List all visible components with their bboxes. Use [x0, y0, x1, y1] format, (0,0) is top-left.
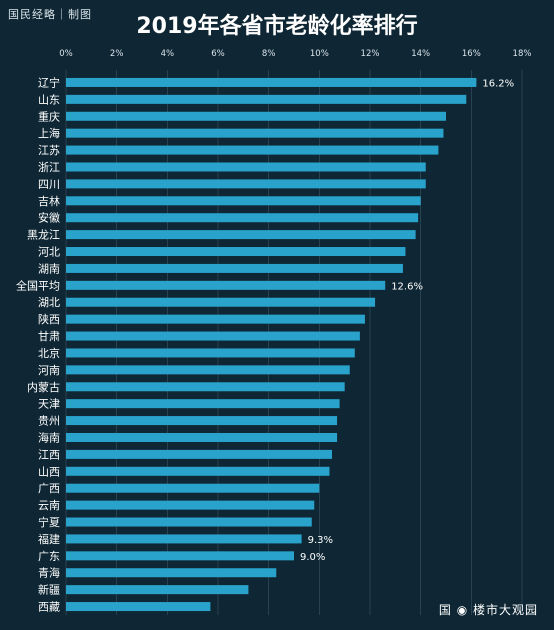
- bar: [66, 466, 330, 476]
- bar: [66, 280, 386, 290]
- x-tick-label: 10%: [310, 49, 329, 59]
- bar: [66, 213, 419, 223]
- bar: [66, 517, 312, 527]
- x-tick-label: 12%: [361, 49, 380, 59]
- bar: [66, 230, 416, 240]
- category-label: 湖南: [38, 262, 60, 275]
- category-label: 河南: [38, 364, 60, 377]
- category-label: 重庆: [38, 109, 60, 123]
- bar: [66, 179, 426, 189]
- bar: [66, 365, 350, 375]
- category-label: 广东: [38, 550, 60, 563]
- bar: [66, 263, 403, 273]
- bar: [66, 585, 249, 595]
- bar: [66, 449, 332, 459]
- bar: [66, 314, 365, 324]
- bar: [66, 432, 338, 442]
- bar: [66, 416, 338, 426]
- bar: [66, 568, 277, 578]
- x-axis-ticks: 0% 2% 4% 6% 8% 10% 12% 14% 16% 18%: [59, 49, 531, 59]
- bar: [66, 247, 406, 257]
- bar: [66, 382, 345, 392]
- category-label: 贵州: [38, 415, 60, 428]
- chart-title: 2019年各省市老龄化率排行: [136, 14, 418, 39]
- x-tick-label: 8%: [262, 49, 276, 59]
- watermark: 国 ◉ 楼市大观园: [438, 603, 538, 617]
- bar: [66, 602, 211, 612]
- category-label: 甘肃: [38, 330, 60, 343]
- bar: [66, 94, 467, 104]
- bar: [66, 196, 421, 206]
- data-label: 16.2%: [482, 78, 514, 89]
- category-label: 陕西: [38, 312, 60, 326]
- category-label: 山东: [38, 93, 60, 106]
- bar: [66, 534, 302, 544]
- x-tick-label: 6%: [211, 49, 225, 59]
- x-tick-label: 0%: [59, 49, 73, 59]
- bar: [66, 399, 340, 409]
- category-label: 辽宁: [38, 75, 60, 89]
- bar: [66, 348, 355, 358]
- bar: [66, 297, 376, 307]
- category-label: 四川: [38, 178, 60, 191]
- bar: [66, 77, 477, 87]
- category-label: 宁夏: [38, 515, 60, 529]
- category-label: 吉林: [38, 194, 60, 208]
- category-label: 浙江: [38, 161, 60, 174]
- data-label: 9.0%: [300, 552, 325, 563]
- x-tick-label: 14%: [411, 49, 430, 59]
- category-label: 黑龙江: [27, 229, 60, 242]
- category-label: 天津: [38, 398, 60, 411]
- category-label: 山西: [38, 465, 60, 478]
- x-tick-label: 16%: [462, 49, 481, 59]
- bar: [66, 500, 315, 510]
- bar: [66, 111, 446, 121]
- category-label: 福建: [38, 532, 60, 546]
- data-label: 12.6%: [391, 281, 423, 292]
- x-tick-label: 2%: [110, 49, 124, 59]
- bar: [66, 145, 439, 155]
- bar: [66, 483, 320, 493]
- category-label: 江苏: [38, 144, 60, 157]
- category-label: 江西: [38, 448, 60, 461]
- category-label: 上海: [38, 126, 60, 140]
- bar: [66, 551, 294, 561]
- x-tick-label: 4%: [161, 49, 175, 59]
- category-labels: 辽宁山东重庆上海江苏浙江四川吉林安徽黑龙江河北湖南全国平均湖北陕西甘肃北京河南内…: [16, 75, 60, 613]
- category-label: 云南: [38, 499, 60, 512]
- bars: [66, 77, 477, 612]
- category-label: 西藏: [38, 601, 60, 614]
- brand-label: 国民经略｜制图: [8, 8, 92, 21]
- category-label: 青海: [38, 566, 60, 580]
- category-label: 河北: [38, 246, 60, 259]
- category-label: 北京: [38, 346, 60, 360]
- category-label: 全国平均: [16, 278, 60, 292]
- category-label: 海南: [38, 430, 60, 444]
- data-labels: 16.2% 12.6% 9.3% 9.0%: [300, 78, 514, 562]
- bar: [66, 331, 360, 341]
- category-label: 内蒙古: [27, 380, 60, 394]
- bar: [66, 162, 426, 172]
- data-label: 9.3%: [308, 535, 333, 546]
- category-label: 安徽: [38, 211, 60, 225]
- category-label: 新疆: [38, 583, 60, 597]
- category-label: 广西: [38, 482, 60, 495]
- bar: [66, 128, 444, 138]
- category-label: 湖北: [38, 296, 60, 309]
- x-tick-label: 18%: [513, 49, 532, 59]
